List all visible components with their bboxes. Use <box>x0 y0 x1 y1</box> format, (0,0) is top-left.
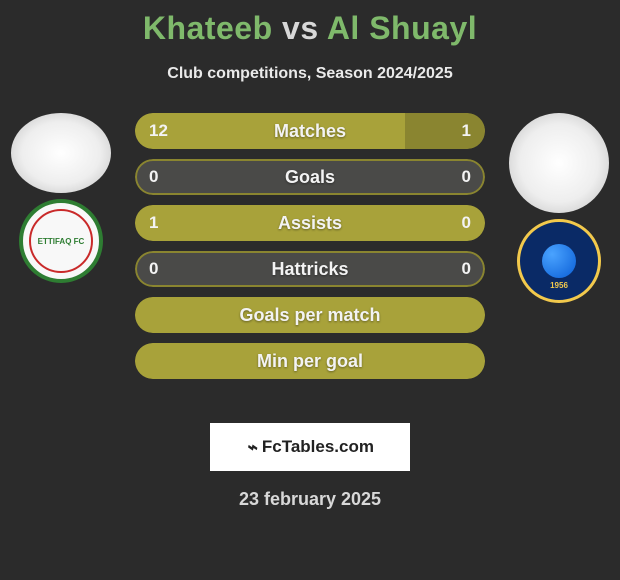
stat-bars: 12 1 Matches 0 0 Goals 1 0 Assists 0 0 Hattricks Goa… <box>135 113 485 379</box>
stat-label: Min per goal <box>257 351 363 372</box>
snapshot-date: 23 february 2025 <box>0 489 620 510</box>
stat-value-right: 0 <box>462 213 471 233</box>
player1-club-logo: ETTIFAQ FC <box>19 199 103 283</box>
stat-label: Assists <box>278 213 342 234</box>
subtitle: Club competitions, Season 2024/2025 <box>0 65 620 83</box>
stat-row: 1 0 Assists <box>135 205 485 241</box>
fctables-watermark: ⌁ FcTables.com <box>210 423 410 471</box>
stat-row: Goals per match <box>135 297 485 333</box>
comparison-panel: ETTIFAQ FC 1956 12 1 Matches 0 0 Goals 1 0 Assis… <box>0 113 620 413</box>
title-vs: vs <box>282 10 319 46</box>
player2-club-logo: 1956 <box>517 219 601 303</box>
stat-value-left: 12 <box>149 121 168 141</box>
stat-label: Hattricks <box>271 259 348 280</box>
stat-row: 12 1 Matches <box>135 113 485 149</box>
right-column: 1956 <box>504 113 614 303</box>
stat-value-right: 0 <box>462 167 471 187</box>
stat-label: Goals <box>285 167 335 188</box>
player2-photo-placeholder <box>509 113 609 213</box>
stat-value-left: 0 <box>149 167 158 187</box>
stat-value-right: 1 <box>462 121 471 141</box>
stat-row: 0 0 Goals <box>135 159 485 195</box>
fctables-brand: FcTables.com <box>262 437 374 457</box>
stat-value-left: 1 <box>149 213 158 233</box>
stat-value-left: 0 <box>149 259 158 279</box>
left-column: ETTIFAQ FC <box>6 113 116 283</box>
fctables-logo-icon: ⌁ <box>246 437 256 458</box>
stat-row: Min per goal <box>135 343 485 379</box>
player2-club-year: 1956 <box>520 281 598 290</box>
club-ball-icon <box>542 244 576 278</box>
stat-row: 0 0 Hattricks <box>135 251 485 287</box>
page-title: Khateeb vs Al Shuayl <box>0 0 620 47</box>
title-player1: Khateeb <box>143 10 273 46</box>
stat-value-right: 0 <box>462 259 471 279</box>
player1-photo-placeholder <box>11 113 111 193</box>
title-player2: Al Shuayl <box>327 10 477 46</box>
player1-club-label: ETTIFAQ FC <box>29 209 93 273</box>
stat-label: Goals per match <box>239 305 380 326</box>
stat-label: Matches <box>274 121 346 142</box>
